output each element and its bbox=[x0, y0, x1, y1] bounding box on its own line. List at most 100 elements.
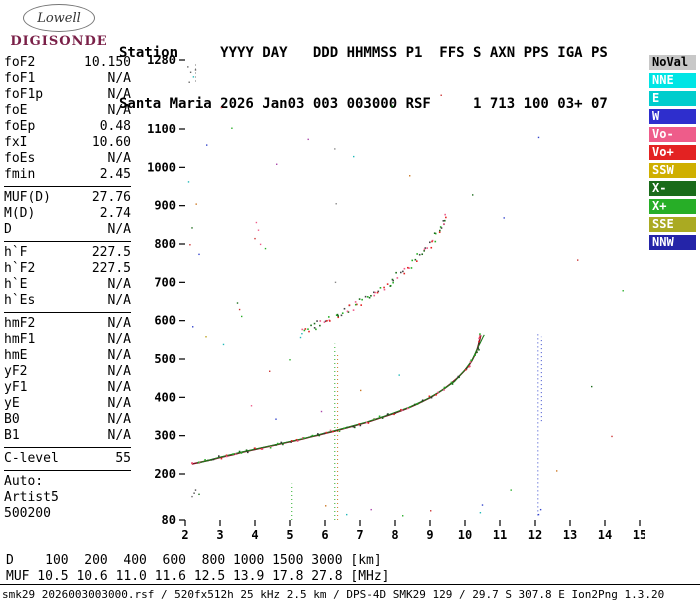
noise-dot bbox=[611, 435, 613, 438]
second-hop-dot bbox=[424, 247, 427, 249]
second-hop-dot bbox=[392, 281, 394, 284]
param-value: 27.76 bbox=[91, 190, 131, 205]
noise-dot bbox=[360, 389, 362, 392]
noise-dot bbox=[353, 155, 355, 158]
noise-dot bbox=[269, 370, 271, 372]
second-hop-dot bbox=[327, 316, 330, 318]
second-hop-dot bbox=[313, 327, 316, 329]
trace-dot bbox=[197, 461, 200, 464]
param-row: hmF2 N/A bbox=[4, 316, 131, 332]
noise-dot bbox=[198, 493, 200, 496]
param-value: 55 bbox=[115, 451, 131, 466]
trace-dot bbox=[260, 448, 263, 450]
y-tick-label: 400 bbox=[154, 390, 176, 404]
legend-item-ssw: SSW bbox=[649, 163, 696, 178]
noise-dot bbox=[195, 203, 197, 205]
noise-dot bbox=[191, 227, 193, 229]
param-label: Auto: bbox=[4, 474, 44, 489]
param-value: 2.45 bbox=[99, 167, 131, 182]
second-hop-dot bbox=[366, 296, 369, 298]
param-label: foEs bbox=[4, 151, 36, 166]
noise-dot bbox=[334, 148, 336, 150]
second-hop-dot bbox=[433, 232, 436, 234]
trace-dot bbox=[232, 453, 234, 455]
trace-dot bbox=[346, 426, 348, 429]
second-hop-dot bbox=[340, 314, 343, 317]
noise-dot bbox=[320, 410, 323, 413]
header-fields-line: Station YYYY DAY DDD HHMMSS P1 FFS S AXN… bbox=[119, 45, 608, 61]
F-trace-X-mode bbox=[197, 334, 485, 464]
second-hop-dot bbox=[352, 309, 355, 311]
second-hop-dot bbox=[443, 219, 446, 222]
param-label: MUF(D) bbox=[4, 190, 51, 205]
second-hop-dot bbox=[358, 298, 361, 300]
trace-dot bbox=[204, 459, 206, 461]
second-hop-dot bbox=[315, 328, 317, 331]
trace-dot bbox=[254, 447, 256, 450]
second-hop-dot bbox=[399, 271, 402, 274]
noise-dot bbox=[539, 508, 542, 511]
y-tick-label: 800 bbox=[154, 237, 176, 251]
second-hop-dot bbox=[389, 285, 392, 287]
second-hop-dot bbox=[439, 229, 441, 232]
second-hop-dot bbox=[324, 320, 327, 323]
noise-dot bbox=[479, 512, 482, 514]
trace-dot bbox=[365, 421, 368, 424]
noise-dot bbox=[325, 505, 327, 507]
trace-dot bbox=[401, 409, 403, 411]
param-label: foF1 bbox=[4, 71, 36, 86]
second-hop-dot bbox=[440, 227, 443, 229]
trace-dot bbox=[479, 334, 481, 337]
x-tick-label: 10 bbox=[458, 528, 472, 542]
lowell-digisonde-logo: Lowell DIGISONDE bbox=[6, 4, 112, 49]
x-tick-label: 8 bbox=[391, 528, 398, 542]
param-row: foF2 10.150 bbox=[4, 55, 131, 71]
param-row: yF1 N/A bbox=[4, 380, 131, 396]
second-hop-dot bbox=[408, 267, 410, 269]
second-hop-dot bbox=[445, 216, 447, 219]
x-tick-label: 2 bbox=[181, 528, 188, 542]
noise-dot bbox=[335, 203, 337, 205]
second-hop-dot bbox=[337, 316, 340, 319]
trace-dot bbox=[413, 403, 416, 406]
second-hop-dot bbox=[423, 250, 425, 252]
noise-dot bbox=[301, 333, 303, 335]
noise-dot bbox=[193, 492, 195, 494]
second-hop-dot bbox=[310, 324, 312, 327]
param-separator bbox=[4, 186, 131, 187]
file-info-line: smk29_2026003003000.rsf / 520fx512h 25 k… bbox=[2, 588, 665, 600]
noise-dot bbox=[275, 418, 277, 420]
trace-dot bbox=[478, 348, 480, 351]
y-tick-label: 700 bbox=[154, 275, 176, 289]
noise-dot bbox=[430, 510, 432, 512]
legend-item-nne: NNE bbox=[649, 73, 696, 88]
param-value: N/A bbox=[107, 380, 131, 395]
param-row: Auto: bbox=[4, 474, 131, 490]
trace-dot bbox=[220, 457, 223, 460]
second-hop-dot bbox=[341, 312, 344, 315]
second-hop-dot bbox=[421, 253, 424, 256]
param-value: 227.5 bbox=[91, 245, 131, 260]
param-row: B0 N/A bbox=[4, 412, 131, 428]
param-label: B0 bbox=[4, 412, 20, 427]
second-hop-dot bbox=[376, 291, 379, 294]
param-row: foEs N/A bbox=[4, 151, 131, 167]
trace-dot bbox=[325, 431, 328, 434]
trace-dot bbox=[393, 413, 395, 416]
param-value: 227.5 bbox=[91, 261, 131, 276]
trace-dot bbox=[352, 425, 355, 428]
trace-dot bbox=[458, 376, 460, 379]
second-hop-dot bbox=[356, 303, 358, 306]
trace-dot bbox=[386, 413, 389, 416]
second-hop-dot bbox=[343, 307, 346, 310]
trace-dot bbox=[240, 452, 243, 454]
param-value: N/A bbox=[107, 87, 131, 102]
trace-dot bbox=[296, 440, 299, 442]
distance-row: D 100 200 400 600 800 1000 1500 3000 [km… bbox=[6, 553, 382, 568]
noise-dot bbox=[206, 144, 208, 146]
second-hop-dot bbox=[368, 296, 371, 299]
y-tick-label: 900 bbox=[154, 199, 176, 213]
trace-dot bbox=[269, 446, 272, 449]
param-row: hmF1 N/A bbox=[4, 332, 131, 348]
param-row: foF1p N/A bbox=[4, 87, 131, 103]
